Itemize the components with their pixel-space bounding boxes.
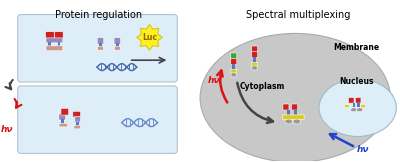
Bar bbox=[232, 64, 236, 70]
FancyBboxPatch shape bbox=[348, 98, 354, 103]
Text: hν: hν bbox=[356, 145, 369, 154]
FancyBboxPatch shape bbox=[344, 104, 349, 108]
FancyBboxPatch shape bbox=[46, 32, 54, 39]
Bar bbox=[116, 43, 119, 47]
FancyBboxPatch shape bbox=[97, 38, 104, 44]
FancyBboxPatch shape bbox=[114, 46, 120, 50]
FancyBboxPatch shape bbox=[114, 38, 121, 44]
Ellipse shape bbox=[231, 73, 237, 77]
Text: Protein regulation: Protein regulation bbox=[56, 10, 142, 20]
Bar bbox=[287, 110, 290, 115]
Bar bbox=[353, 103, 355, 107]
Ellipse shape bbox=[200, 33, 390, 162]
FancyBboxPatch shape bbox=[59, 123, 68, 127]
FancyBboxPatch shape bbox=[18, 86, 177, 153]
Text: hν: hν bbox=[208, 75, 220, 85]
FancyBboxPatch shape bbox=[18, 15, 177, 82]
Ellipse shape bbox=[293, 119, 301, 124]
FancyBboxPatch shape bbox=[75, 116, 80, 122]
FancyBboxPatch shape bbox=[361, 104, 366, 108]
FancyBboxPatch shape bbox=[55, 32, 63, 39]
Text: hν: hν bbox=[0, 125, 13, 134]
FancyBboxPatch shape bbox=[98, 46, 103, 50]
FancyBboxPatch shape bbox=[252, 46, 258, 52]
FancyBboxPatch shape bbox=[73, 111, 80, 117]
Bar bbox=[99, 43, 102, 47]
FancyBboxPatch shape bbox=[231, 58, 237, 64]
Bar bbox=[58, 42, 60, 46]
Bar bbox=[357, 103, 360, 107]
Bar bbox=[253, 57, 256, 63]
FancyBboxPatch shape bbox=[231, 53, 237, 59]
FancyBboxPatch shape bbox=[282, 115, 304, 119]
FancyBboxPatch shape bbox=[252, 52, 258, 58]
Ellipse shape bbox=[350, 108, 357, 112]
Ellipse shape bbox=[319, 79, 396, 137]
Polygon shape bbox=[137, 24, 162, 50]
FancyBboxPatch shape bbox=[74, 125, 80, 129]
Bar bbox=[61, 119, 64, 124]
FancyBboxPatch shape bbox=[61, 108, 69, 115]
Bar bbox=[294, 110, 297, 115]
FancyBboxPatch shape bbox=[46, 46, 63, 51]
Ellipse shape bbox=[252, 66, 258, 70]
FancyBboxPatch shape bbox=[292, 104, 298, 110]
FancyBboxPatch shape bbox=[231, 69, 237, 73]
Text: Nucleus: Nucleus bbox=[340, 77, 374, 87]
Text: Cytoplasm: Cytoplasm bbox=[240, 82, 285, 91]
FancyBboxPatch shape bbox=[252, 62, 258, 66]
Text: Membrane: Membrane bbox=[333, 43, 379, 52]
FancyBboxPatch shape bbox=[355, 98, 361, 103]
Bar bbox=[48, 42, 51, 46]
Bar bbox=[76, 122, 79, 126]
Ellipse shape bbox=[356, 108, 363, 112]
FancyBboxPatch shape bbox=[59, 113, 66, 120]
Text: Luc: Luc bbox=[142, 33, 157, 42]
Ellipse shape bbox=[285, 119, 292, 124]
FancyBboxPatch shape bbox=[46, 38, 63, 43]
FancyBboxPatch shape bbox=[283, 104, 289, 110]
Text: Spectral multiplexing: Spectral multiplexing bbox=[246, 10, 350, 20]
